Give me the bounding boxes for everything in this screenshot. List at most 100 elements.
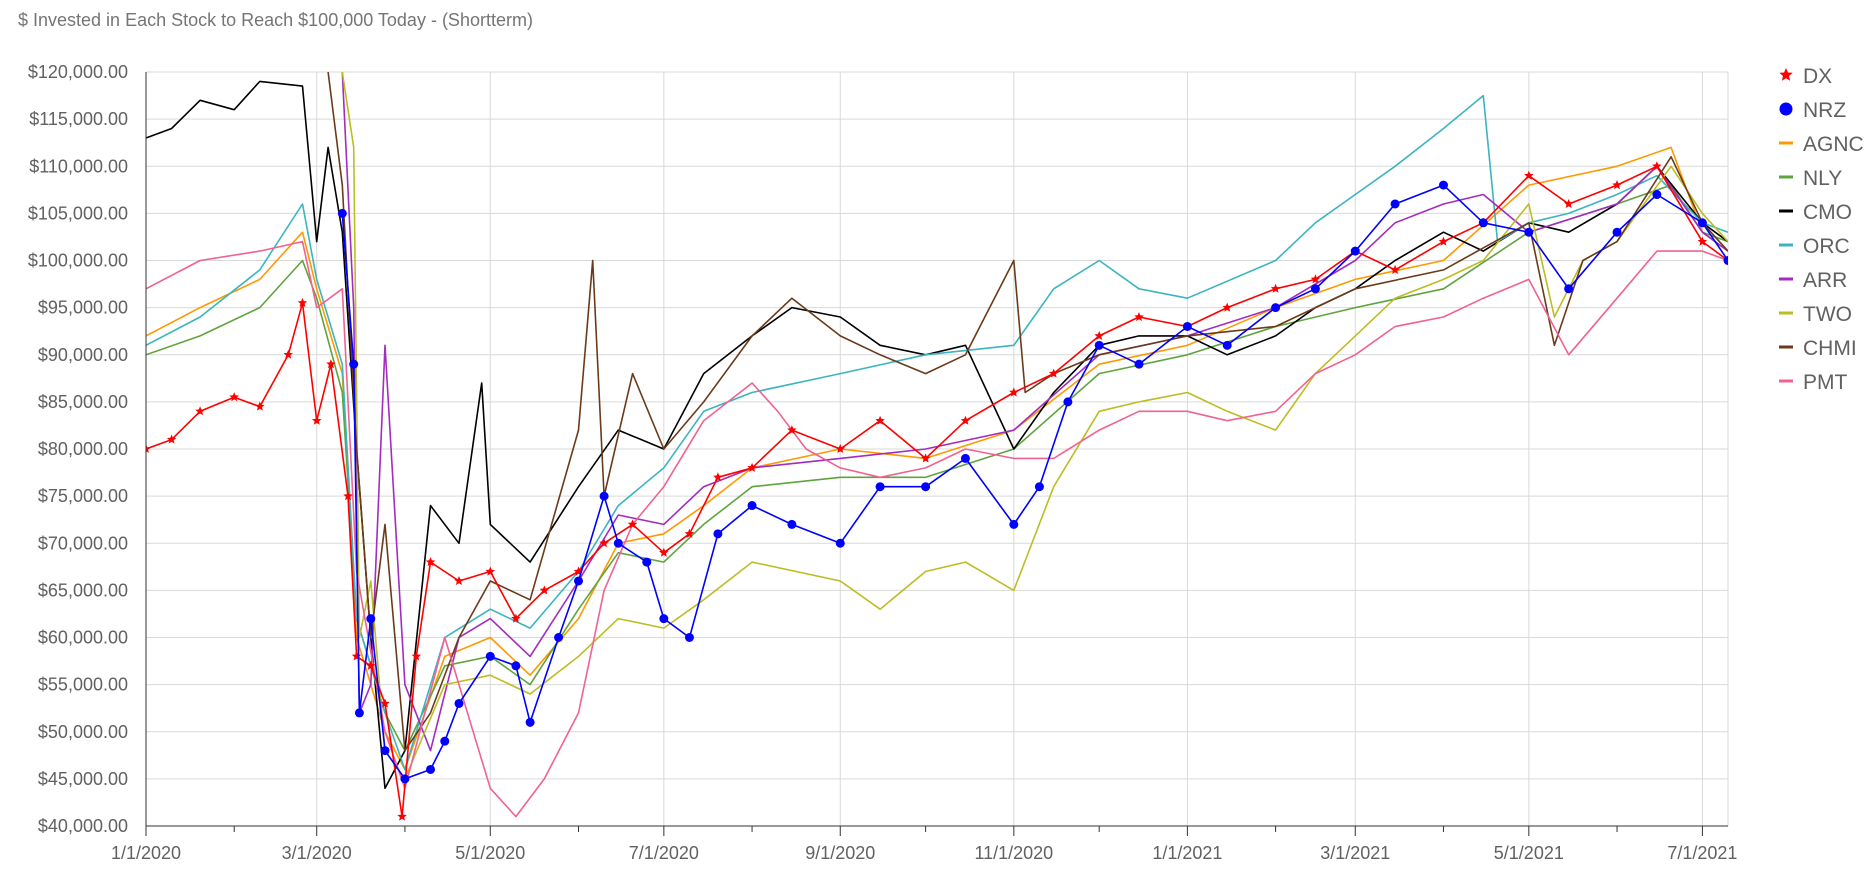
point-dx	[297, 297, 308, 307]
y-tick-label: $100,000.00	[28, 251, 128, 271]
series-line-orc	[146, 94, 1728, 771]
point-nrz	[1134, 359, 1144, 369]
point-dx	[1009, 387, 1019, 397]
point-dx	[713, 472, 723, 482]
point-nrz	[613, 538, 623, 548]
y-tick-label: $120,000.00	[28, 62, 128, 82]
point-nrz	[684, 633, 694, 642]
point-dx	[1094, 330, 1104, 340]
point-dx	[229, 392, 239, 402]
x-tick-label: 3/1/2020	[282, 843, 352, 863]
point-nrz	[659, 614, 669, 624]
legend-label-agnc: AGNC	[1803, 133, 1864, 156]
point-dx	[166, 434, 177, 444]
point-dx	[659, 547, 669, 557]
y-tick-label: $75,000.00	[38, 486, 128, 506]
series-line-dx	[146, 165, 1728, 818]
y-tick-label: $45,000.00	[38, 769, 128, 789]
x-tick-label: 7/1/2021	[1667, 843, 1737, 863]
y-tick-label: $65,000.00	[38, 580, 128, 600]
point-nrz	[1310, 284, 1320, 294]
point-nrz	[1564, 284, 1574, 294]
point-dx	[326, 359, 336, 369]
point-dx	[1697, 236, 1708, 246]
point-dx	[787, 425, 797, 435]
point-nrz	[380, 746, 390, 756]
point-nrz	[511, 661, 521, 671]
legend-label-arr: ARR	[1803, 269, 1847, 292]
series-lines	[146, 72, 1728, 821]
point-dx	[539, 585, 550, 595]
series-line-cmo	[146, 80, 1728, 790]
point-dx	[1652, 161, 1662, 171]
legend-label-dx: DX	[1803, 65, 1832, 88]
x-tick-label: 3/1/2021	[1320, 843, 1390, 863]
point-nrz	[525, 717, 535, 727]
point-nrz	[1182, 321, 1192, 331]
point-dx	[255, 401, 265, 411]
point-nrz	[337, 208, 347, 218]
point-nrz	[599, 491, 609, 501]
y-tick-label: $85,000.00	[38, 392, 128, 412]
chart-title: $ Invested in Each Stock to Reach $100,0…	[18, 10, 533, 30]
point-dx	[511, 613, 521, 623]
point-nrz	[713, 529, 723, 539]
point-dx	[1222, 302, 1232, 312]
point-nrz	[1009, 519, 1019, 529]
legend: DX NRZ AGNC NLY CMO ORC ARR TWO CHMI PMT	[1779, 65, 1864, 394]
y-tick-label: $70,000.00	[38, 533, 128, 553]
point-nrz	[573, 576, 583, 586]
point-nrz	[1094, 340, 1104, 350]
point-nrz	[366, 614, 376, 624]
point-dx	[485, 566, 495, 576]
point-nrz	[835, 538, 845, 548]
x-tick-label: 11/1/2020	[974, 843, 1053, 863]
legend-label-pmt: PMT	[1803, 371, 1848, 394]
point-nrz	[354, 708, 364, 718]
x-tick-label: 7/1/2020	[629, 843, 699, 863]
point-dx	[1048, 368, 1059, 378]
point-dx	[627, 519, 638, 529]
point-nrz	[1034, 482, 1044, 492]
point-dx	[599, 538, 609, 548]
point-dx	[343, 491, 353, 501]
legend-swatch-nrz	[1779, 102, 1793, 116]
point-nrz	[921, 482, 931, 492]
point-nrz	[642, 557, 652, 567]
point-dx	[146, 444, 151, 453]
grid	[145, 71, 1729, 827]
point-nrz	[426, 764, 436, 774]
point-dx	[366, 660, 376, 670]
point-nrz	[1723, 256, 1728, 265]
point-dx	[1438, 236, 1449, 246]
y-tick-label: $50,000.00	[38, 722, 128, 742]
legend-label-cmo: CMO	[1803, 201, 1852, 224]
point-dx	[425, 557, 436, 567]
series-line-agnc	[146, 146, 1728, 771]
point-nrz	[1652, 190, 1662, 200]
point-dx	[684, 528, 695, 538]
point-nrz	[1438, 180, 1448, 190]
y-tick-label: $40,000.00	[38, 816, 128, 836]
point-dx	[397, 811, 407, 821]
point-nrz	[1271, 303, 1281, 313]
legend-label-orc: ORC	[1803, 235, 1850, 258]
point-nrz	[554, 633, 564, 642]
x-tick-label: 9/1/2020	[805, 843, 875, 863]
point-nrz	[349, 359, 359, 369]
series-line-chmi	[327, 72, 1728, 752]
point-nrz	[485, 651, 495, 661]
y-tick-label: $90,000.00	[38, 345, 128, 365]
point-nrz	[1063, 397, 1073, 407]
point-nrz	[1612, 227, 1622, 237]
point-nrz	[1697, 218, 1707, 228]
y-tick-label: $55,000.00	[38, 675, 128, 695]
point-dx	[312, 415, 322, 425]
point-dx	[920, 453, 931, 463]
series-line-two	[341, 72, 1728, 780]
y-tick-label: $95,000.00	[38, 298, 128, 318]
point-nrz	[454, 698, 464, 708]
point-dx	[283, 349, 293, 359]
legend-label-nly: NLY	[1803, 167, 1842, 190]
point-nrz	[1390, 199, 1400, 209]
